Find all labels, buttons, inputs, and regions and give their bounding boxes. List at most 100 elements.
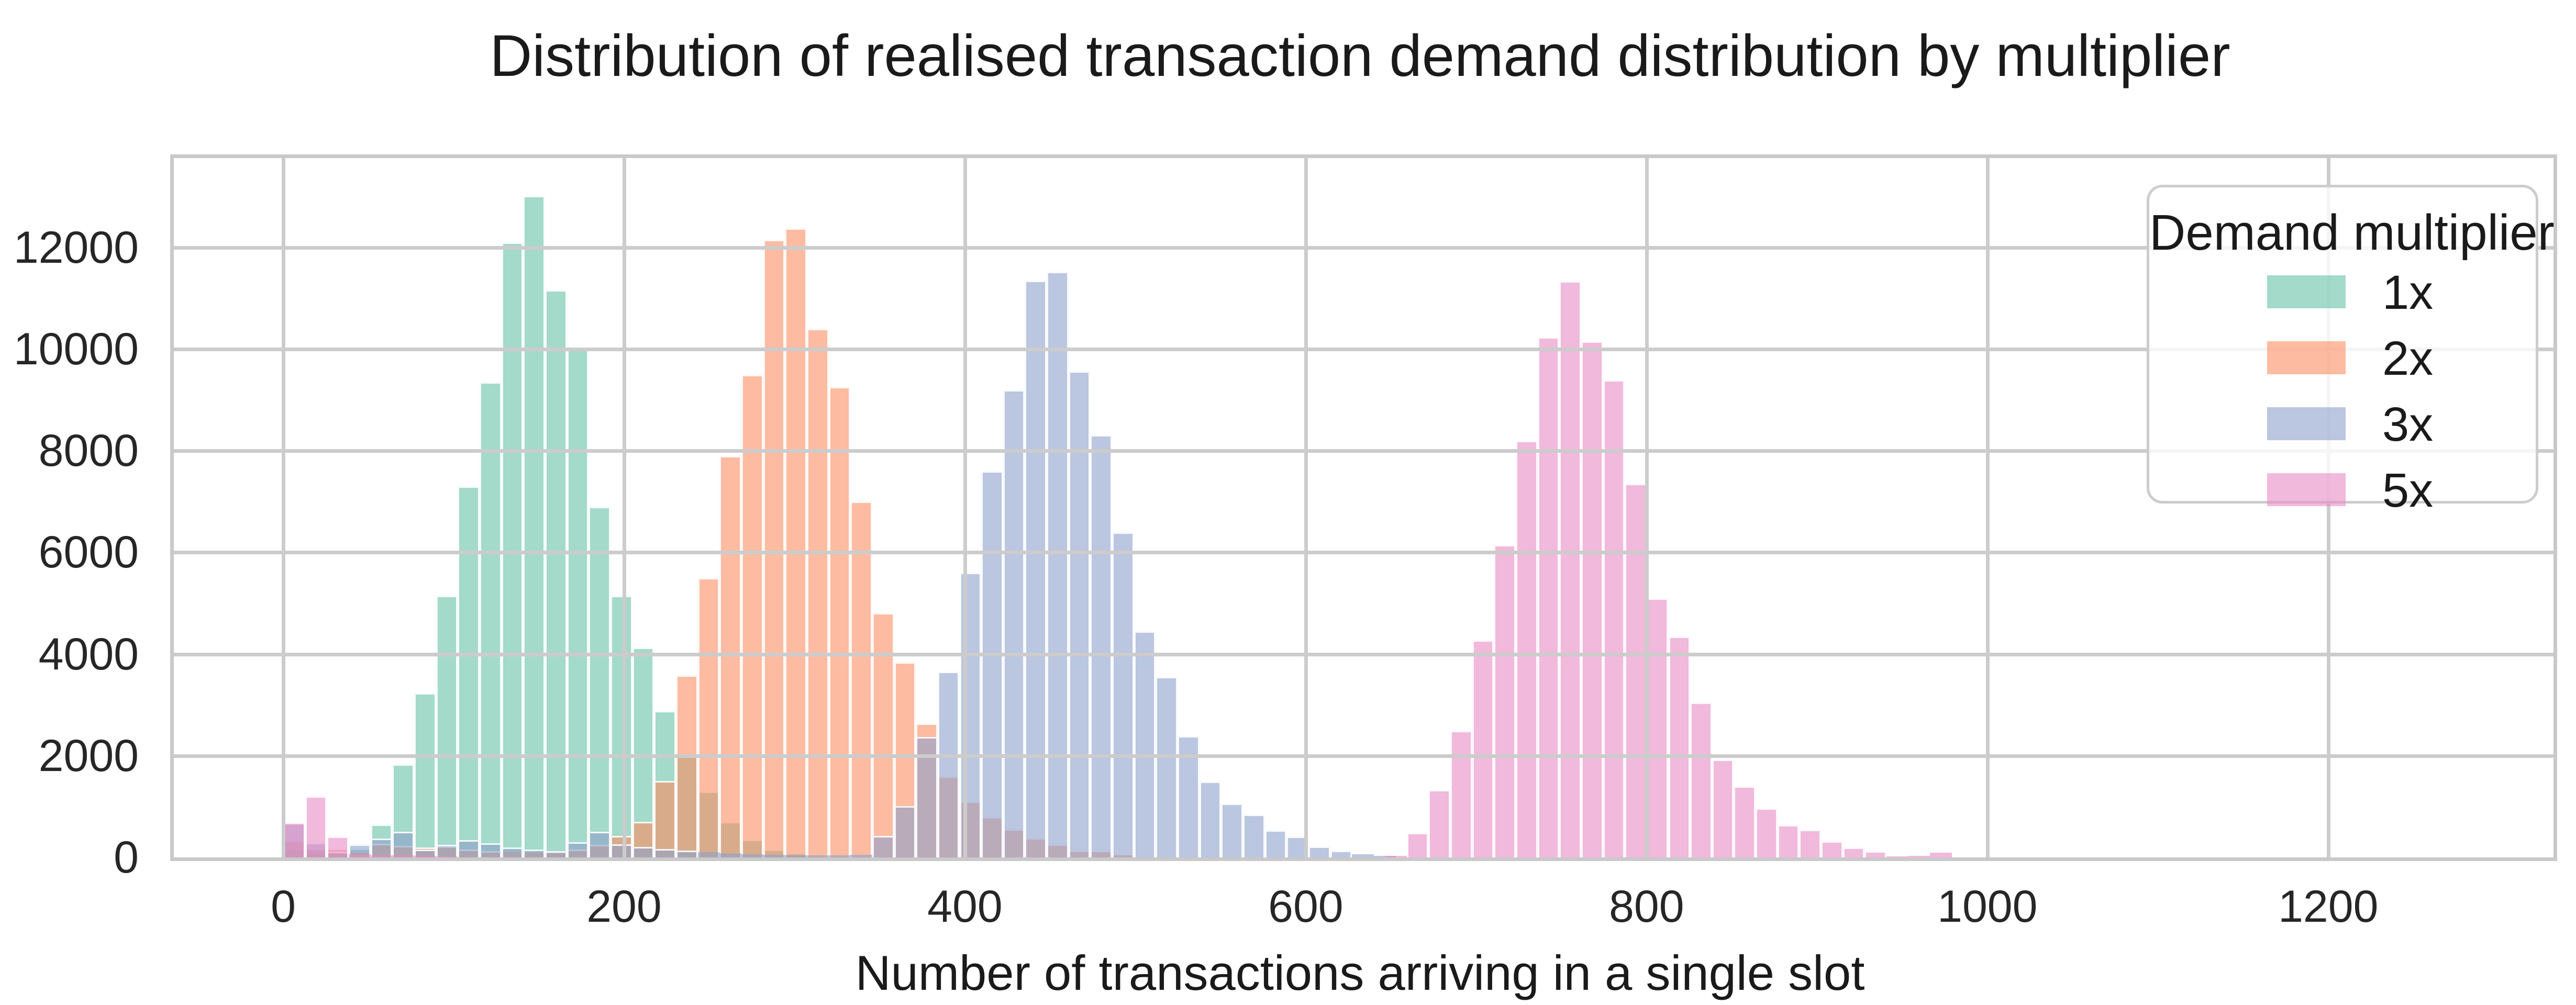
legend-swatch-3x [2267, 407, 2346, 440]
histogram-bar [1406, 832, 1429, 857]
h-gridline [174, 449, 2553, 453]
legend-swatch-1x [2267, 275, 2346, 308]
histogram-bar [1712, 759, 1734, 857]
histogram-bar [806, 329, 829, 857]
legend-swatch-2x [2267, 341, 2346, 374]
y-tick-label: 4000 [38, 629, 139, 679]
histogram-bar [1199, 781, 1222, 857]
y-tick-label: 6000 [38, 527, 139, 578]
histogram-bar [872, 835, 894, 857]
histogram-bar [305, 796, 327, 857]
x-tick-label: 1200 [2278, 881, 2379, 932]
h-gridline [174, 551, 2553, 555]
histogram-bar [894, 806, 916, 857]
legend-label: 1x [2382, 266, 2434, 319]
histogram-bar [458, 486, 480, 857]
histogram-bar [1003, 389, 1025, 857]
histogram-bar [392, 832, 414, 857]
histogram-bar [785, 228, 807, 857]
histogram-bar [1777, 824, 1800, 857]
x-tick-label: 200 [586, 881, 662, 932]
histogram-bar [479, 382, 502, 857]
series-layer-3x [174, 158, 2553, 857]
histogram-bar [545, 290, 567, 857]
histogram-bar [1221, 803, 1243, 857]
histogram-bar [1886, 856, 1908, 857]
histogram-bar [283, 822, 305, 857]
histogram-bar [719, 853, 741, 857]
y-tick-label: 2000 [38, 730, 139, 781]
histogram-bar [348, 854, 371, 857]
legend-entry-1x: 1x [2149, 266, 2536, 319]
histogram-bar [697, 852, 720, 857]
histogram-bar [675, 675, 698, 857]
histogram-bar [654, 781, 676, 857]
x-tick-label: 0 [271, 881, 296, 932]
histogram-bar [1494, 544, 1516, 857]
histogram-bar [1908, 856, 1930, 857]
histogram-bar [632, 846, 654, 857]
histogram-bar [589, 832, 610, 857]
histogram-bar [937, 671, 960, 857]
v-gridline [1985, 158, 1990, 857]
histogram-bar [959, 573, 982, 857]
y-tick-label: 8000 [38, 426, 139, 476]
histogram-bar [1450, 731, 1472, 857]
histogram-bar [458, 840, 480, 857]
histogram-bar [1821, 841, 1843, 857]
legend-entry-5x: 5x [2149, 464, 2536, 517]
h-gridline [174, 652, 2553, 656]
histogram-bar [370, 855, 393, 857]
legend-title: Demand multiplier [2149, 205, 2555, 261]
histogram-bar [370, 838, 393, 857]
histogram-bar [1668, 636, 1691, 857]
histogram-bar [1515, 440, 1538, 857]
histogram-bar [436, 856, 458, 857]
histogram-bar [654, 849, 676, 857]
histogram-bar [1156, 677, 1178, 857]
histogram-bar [1537, 337, 1560, 857]
legend-swatch-5x [2267, 473, 2346, 506]
histogram-bar [1243, 814, 1265, 857]
histogram-bar [741, 374, 763, 857]
histogram-bar [436, 844, 458, 857]
histogram-bar [719, 455, 741, 857]
histogram-bar [1559, 281, 1581, 857]
histogram-bar [1330, 851, 1352, 857]
histogram-bar [1799, 830, 1822, 857]
x-axis-label: Number of transactions arriving in a sin… [855, 945, 1865, 1000]
histogram-bar [1625, 484, 1647, 857]
y-tick-label: 10000 [13, 324, 139, 374]
histogram-bar [828, 855, 851, 857]
histogram-bar [1581, 341, 1603, 857]
v-gridline [1645, 158, 1649, 857]
histogram-bar [1603, 380, 1625, 857]
histogram-bar [1134, 631, 1156, 857]
histogram-bar [327, 836, 349, 857]
histogram-bar [785, 855, 807, 857]
histogram-bar [1756, 808, 1778, 857]
histogram-bar [545, 851, 567, 857]
legend-entry-2x: 2x [2149, 334, 2536, 383]
histogram-bar [567, 842, 589, 857]
series-layer-5x [174, 158, 2553, 857]
histogram-bar [1384, 856, 1407, 857]
histogram-bar [567, 349, 589, 857]
legend-label: 5x [2382, 464, 2434, 517]
histogram-bar [697, 577, 720, 857]
v-gridline [1304, 158, 1308, 857]
histogram-bar [850, 501, 872, 857]
h-gridline [174, 348, 2553, 351]
histogram-bar [1264, 830, 1287, 857]
legend-label: 3x [2382, 398, 2434, 451]
h-gridline [174, 245, 2553, 250]
histogram-bar [741, 854, 763, 857]
histogram-bar [1930, 853, 1952, 857]
histogram-bar [1842, 847, 1865, 857]
histogram-bar [414, 850, 436, 857]
v-gridline [622, 158, 626, 857]
legend-entry-3x: 3x [2149, 398, 2536, 451]
histogram-bar [523, 195, 545, 857]
chart-title: Distribution of realised transaction dem… [490, 23, 2230, 88]
